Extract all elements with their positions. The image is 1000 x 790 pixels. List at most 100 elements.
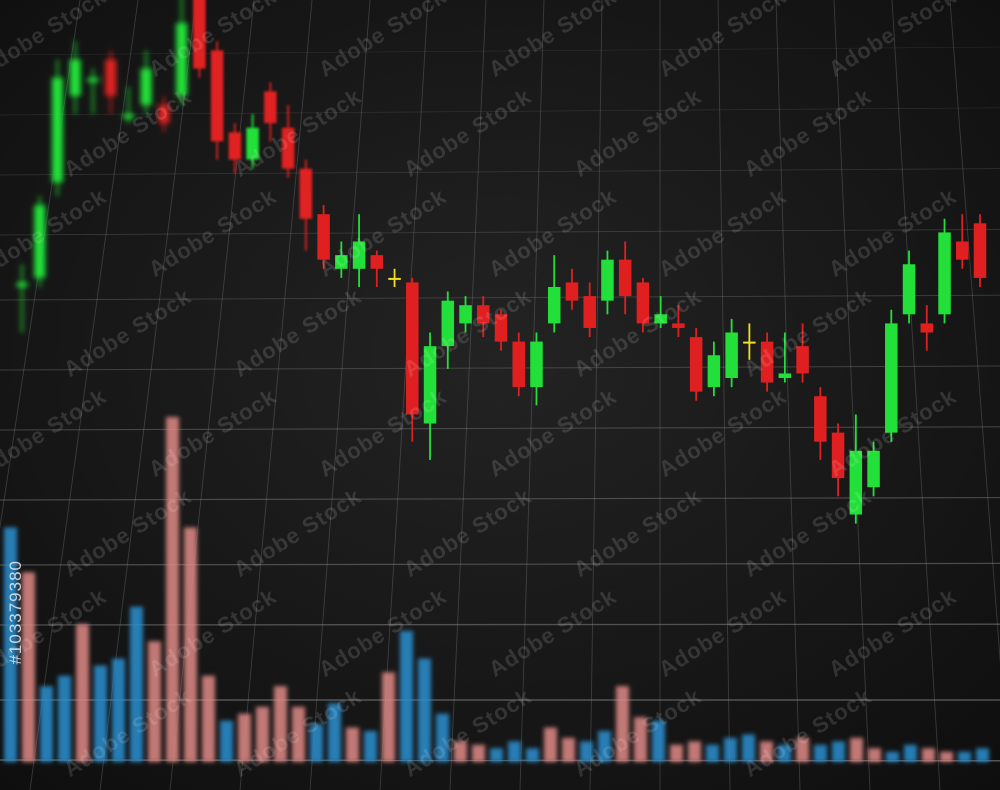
volume-bar — [40, 686, 53, 762]
volume-bar — [202, 675, 215, 762]
candle-body — [689, 337, 703, 392]
candle-body — [956, 241, 969, 260]
candle-body — [441, 300, 455, 347]
candles-soft — [193, 0, 313, 251]
volume-bar — [796, 737, 809, 762]
grid-line-v — [717, 0, 731, 790]
candle-body — [423, 346, 437, 424]
grid-line-v — [379, 0, 429, 790]
volume-bar — [148, 641, 161, 762]
grid-line-v — [589, 0, 603, 790]
volume-bar — [634, 717, 647, 762]
candle-body — [317, 214, 330, 260]
candle-body — [228, 132, 242, 160]
volume-bar — [4, 527, 17, 762]
volume-bar — [418, 658, 431, 762]
grid-line-v — [891, 0, 941, 790]
volume-bar — [454, 741, 467, 762]
candle-body — [583, 296, 596, 328]
candle-body — [299, 168, 313, 219]
candle-body — [158, 105, 170, 124]
volume-bar — [598, 730, 611, 762]
grid-line-h — [0, 365, 1000, 371]
candle-body — [760, 341, 774, 383]
grid-line-h — [0, 623, 1000, 626]
volume-bar — [310, 724, 323, 762]
candle-body — [87, 77, 99, 83]
volume-bar — [526, 748, 539, 762]
volume-bar — [76, 624, 89, 762]
candle-body — [973, 223, 987, 278]
volume-bar — [292, 706, 305, 762]
grid-line-v — [449, 0, 487, 790]
volume-bar — [490, 748, 503, 762]
volume-bar — [940, 751, 953, 762]
volume-bar — [652, 720, 665, 762]
volume-bar — [508, 741, 521, 762]
grid-line-h — [0, 168, 1000, 176]
candle-body — [902, 264, 916, 315]
grid-line-v — [29, 0, 139, 790]
candle-body — [122, 114, 134, 119]
stock-id-label: #103379380 — [6, 560, 25, 665]
candle-body — [618, 259, 632, 297]
volume-bar — [616, 686, 629, 762]
candle-body — [725, 332, 738, 378]
volume-bar — [868, 748, 881, 762]
volume-bar — [382, 672, 395, 762]
candle-body — [352, 241, 366, 269]
volume-bar — [832, 741, 845, 762]
grid-line-h — [0, 294, 1000, 301]
volume-bar — [760, 741, 773, 762]
candle-body — [778, 373, 792, 378]
volume-bar — [544, 727, 557, 762]
volume-bar — [742, 734, 755, 762]
candle-body — [105, 59, 117, 96]
volume-bar — [580, 741, 593, 762]
candle-body — [388, 277, 401, 280]
grid-line-v — [309, 0, 371, 790]
candle-body — [406, 282, 419, 415]
grid-line-v — [519, 0, 545, 790]
candle-body — [246, 127, 259, 160]
candle-body — [920, 323, 934, 333]
volume-bar — [364, 730, 377, 762]
volume-bar — [220, 720, 233, 762]
candle-body — [210, 50, 224, 142]
candle-body — [512, 341, 525, 388]
volume-bar — [346, 727, 359, 762]
candle-body — [16, 282, 28, 287]
candle-body — [193, 0, 206, 69]
volume-bar — [436, 713, 449, 762]
volume-bar — [238, 713, 251, 762]
volume-bar — [274, 686, 287, 762]
grid-line-v — [239, 0, 313, 790]
grid-line-h — [0, 46, 1000, 56]
volume-bar — [256, 706, 269, 762]
candle-body — [370, 255, 384, 269]
candle-body — [69, 59, 81, 96]
volume-bar — [976, 748, 989, 762]
volume-bar — [850, 737, 863, 762]
candle-body — [477, 305, 490, 324]
candle-body — [459, 305, 472, 324]
candle-body — [654, 314, 667, 324]
candles-sharp — [317, 205, 987, 524]
volume-bars — [4, 417, 989, 762]
volume-bar — [922, 748, 935, 762]
candle-body — [547, 287, 561, 324]
candle-body — [530, 341, 543, 388]
volume-bar — [328, 703, 341, 762]
grid-line-v — [99, 0, 197, 790]
candle-body — [672, 323, 685, 328]
candle-body — [849, 450, 863, 515]
candle-body — [601, 259, 614, 301]
volume-bar — [778, 744, 791, 762]
volume-bar — [472, 744, 485, 762]
volume-bar — [688, 741, 701, 762]
volume-bar — [166, 417, 179, 762]
candle-body — [814, 396, 827, 442]
candles-blurred — [16, 0, 188, 333]
candle-body — [743, 341, 756, 344]
candle-body — [867, 450, 880, 488]
